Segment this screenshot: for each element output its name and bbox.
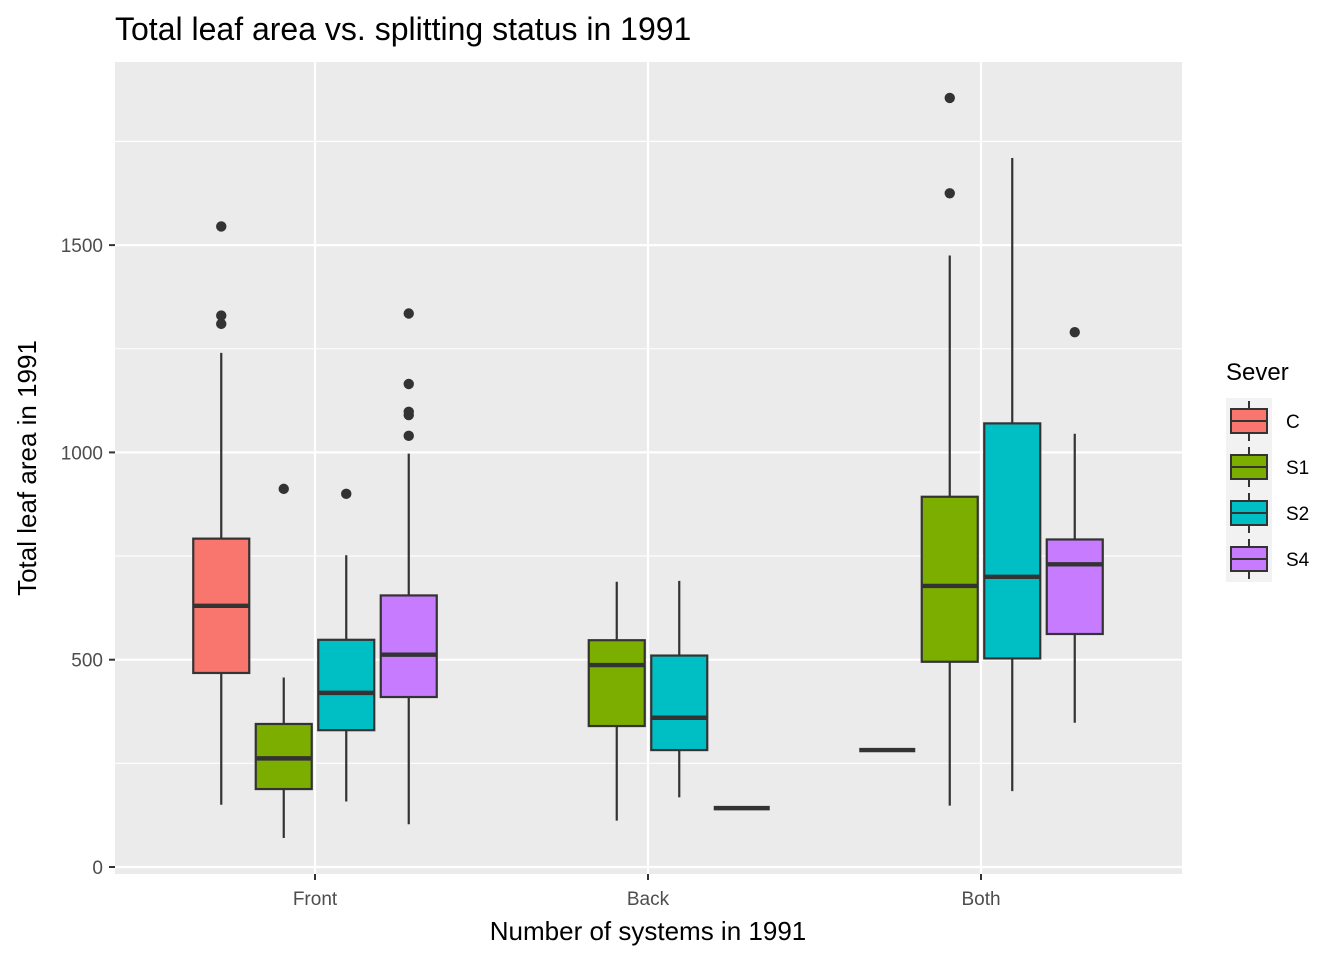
box-iqr [379,594,438,699]
y-axis-title: Total leaf area in 1991 [12,340,42,596]
box-back-s1 [587,581,646,821]
box-both-s2 [983,158,1042,792]
legend: Sever C S1 S2 S4 [1226,359,1310,582]
x-tick-label: Back [627,889,670,910]
box-series [192,92,1104,838]
box-iqr [650,654,709,752]
y-tick-label: 1000 [61,443,103,464]
chart-title: Total leaf area vs. splitting status in … [115,11,691,47]
box-front-s4 [379,308,438,825]
legend-label: C [1286,412,1300,433]
box-both-s4 [1045,326,1104,723]
legend-label: S1 [1286,458,1309,479]
outlier-point [944,92,955,104]
box-front-s2 [317,488,376,802]
box-front-s1 [254,483,313,838]
box-iqr [317,638,376,732]
box-back-s2 [650,580,709,798]
box-iqr [587,639,646,728]
legend-label: S2 [1286,504,1309,525]
x-tick-label: Both [961,889,1000,910]
outlier-point [944,188,955,199]
x-axis: Front Back Both [293,874,1001,910]
outlier-point [403,378,414,390]
x-axis-title: Number of systems in 1991 [490,916,806,946]
outlier-point [278,483,289,495]
box-iqr [920,495,979,663]
outlier-point [216,310,227,321]
outlier-point [216,221,227,232]
y-tick-label: 1500 [61,236,103,257]
outlier-point [216,318,227,330]
box-iqr [983,422,1042,660]
y-tick-label: 500 [71,651,103,672]
box-both-s1 [920,92,979,806]
legend-item-s2: S2 [1230,493,1309,533]
legend-title: Sever [1226,359,1289,386]
box-iqr [1045,538,1104,636]
outlier-point [1069,326,1080,338]
outlier-point [341,488,352,500]
legend-label: S4 [1286,550,1310,571]
legend-item-s4: S4 [1230,539,1310,579]
outlier-point [403,308,414,319]
legend-item-s1: S1 [1230,447,1309,487]
y-axis: 0 500 1000 1500 [61,236,115,879]
legend-item-c: C [1230,401,1300,441]
y-tick-label: 0 [92,858,103,879]
outlier-point [403,406,414,417]
x-tick-label: Front [293,889,338,910]
box-front-c [192,221,251,805]
outlier-point [403,430,414,442]
